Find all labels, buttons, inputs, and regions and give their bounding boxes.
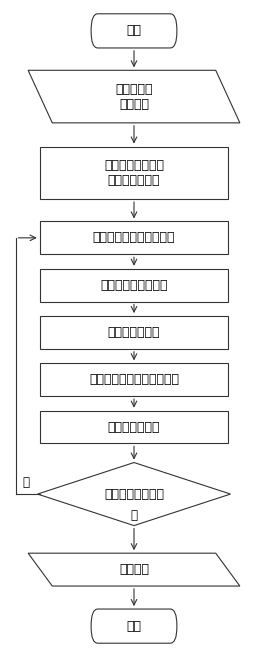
Polygon shape — [38, 463, 230, 526]
Text: 个体适应度计算: 个体适应度计算 — [108, 326, 160, 339]
Text: 输入配电网
原始数据: 输入配电网 原始数据 — [115, 83, 153, 110]
Text: 输出结果: 输出结果 — [119, 563, 149, 576]
Bar — [40, 316, 228, 349]
Bar — [40, 411, 228, 443]
FancyBboxPatch shape — [91, 609, 177, 643]
Text: 是否满足终止条件: 是否满足终止条件 — [104, 487, 164, 501]
Text: 是: 是 — [131, 509, 137, 522]
Text: 结束: 结束 — [126, 620, 142, 633]
Bar — [40, 221, 228, 254]
Text: 否: 否 — [22, 476, 29, 489]
Text: 染色体编码、种群初始化: 染色体编码、种群初始化 — [93, 231, 175, 244]
Text: 进行选择、交叉、变异操作: 进行选择、交叉、变异操作 — [89, 373, 179, 386]
Polygon shape — [28, 553, 240, 586]
Polygon shape — [28, 70, 240, 123]
Text: 建立包含光伏发电
系统的随机模型: 建立包含光伏发电 系统的随机模型 — [104, 159, 164, 187]
Text: 产生新一代种群: 产生新一代种群 — [108, 420, 160, 434]
Text: 开始: 开始 — [126, 24, 142, 37]
Bar — [40, 147, 228, 199]
Bar — [40, 363, 228, 396]
Text: 对个体进行潮流计算: 对个体进行潮流计算 — [100, 279, 168, 292]
FancyBboxPatch shape — [91, 14, 177, 48]
Bar — [40, 269, 228, 302]
